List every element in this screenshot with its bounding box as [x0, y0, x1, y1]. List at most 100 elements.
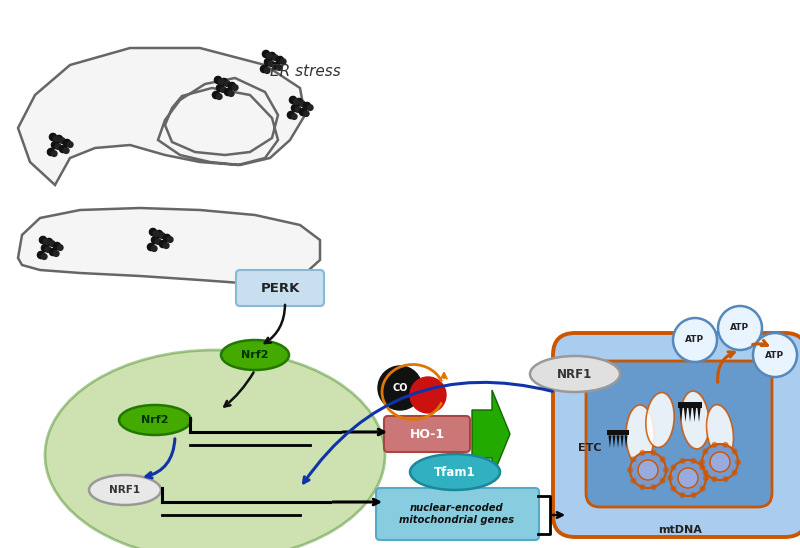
Circle shape: [678, 468, 698, 488]
Circle shape: [295, 107, 301, 112]
Circle shape: [703, 475, 709, 481]
Circle shape: [224, 88, 232, 95]
Circle shape: [307, 105, 313, 110]
Ellipse shape: [119, 405, 191, 435]
Text: ATP: ATP: [686, 335, 705, 345]
Circle shape: [630, 456, 637, 463]
Circle shape: [216, 94, 222, 99]
Circle shape: [650, 450, 657, 456]
Circle shape: [699, 459, 705, 465]
Text: CO: CO: [392, 383, 408, 393]
Text: nuclear-encoded
mitochondrial genes: nuclear-encoded mitochondrial genes: [399, 503, 514, 525]
Circle shape: [735, 459, 741, 465]
Circle shape: [731, 448, 738, 454]
Circle shape: [39, 236, 46, 244]
Ellipse shape: [45, 350, 385, 548]
Circle shape: [63, 139, 70, 147]
Circle shape: [299, 109, 306, 116]
FancyBboxPatch shape: [384, 416, 470, 452]
Circle shape: [299, 101, 305, 106]
Circle shape: [55, 144, 61, 150]
Ellipse shape: [89, 475, 161, 505]
Polygon shape: [18, 48, 305, 185]
Circle shape: [229, 91, 234, 96]
Circle shape: [150, 229, 157, 236]
Circle shape: [163, 243, 169, 248]
Circle shape: [295, 99, 302, 106]
Circle shape: [638, 460, 658, 480]
Circle shape: [690, 492, 697, 498]
FancyBboxPatch shape: [553, 333, 800, 537]
Circle shape: [711, 476, 718, 482]
Circle shape: [232, 85, 238, 90]
Circle shape: [159, 241, 166, 248]
Text: Nrf2: Nrf2: [242, 350, 269, 360]
Circle shape: [42, 254, 47, 259]
Circle shape: [229, 82, 236, 90]
Circle shape: [699, 464, 706, 470]
Circle shape: [67, 142, 73, 147]
Circle shape: [639, 484, 646, 490]
Ellipse shape: [626, 405, 654, 465]
Circle shape: [50, 241, 55, 247]
Circle shape: [54, 251, 59, 256]
Circle shape: [702, 444, 738, 480]
Polygon shape: [688, 408, 691, 422]
Circle shape: [410, 377, 446, 413]
Circle shape: [63, 148, 69, 153]
Circle shape: [294, 99, 299, 105]
Circle shape: [155, 230, 162, 238]
Circle shape: [673, 318, 717, 362]
Ellipse shape: [410, 454, 500, 490]
Circle shape: [630, 477, 637, 483]
Circle shape: [667, 475, 673, 481]
Circle shape: [710, 452, 730, 472]
FancyBboxPatch shape: [236, 270, 324, 306]
Circle shape: [163, 235, 170, 242]
Circle shape: [277, 56, 284, 64]
Circle shape: [679, 492, 686, 498]
Circle shape: [224, 81, 230, 87]
Circle shape: [731, 470, 738, 476]
Circle shape: [218, 79, 224, 84]
Circle shape: [167, 237, 173, 242]
Polygon shape: [684, 408, 687, 422]
Circle shape: [291, 114, 297, 119]
Circle shape: [264, 68, 270, 73]
Circle shape: [659, 456, 666, 463]
Circle shape: [679, 458, 686, 464]
Circle shape: [627, 467, 633, 473]
Circle shape: [659, 477, 666, 483]
Ellipse shape: [706, 405, 734, 459]
Text: ER stress: ER stress: [270, 65, 341, 79]
Circle shape: [58, 245, 63, 250]
Polygon shape: [679, 408, 682, 422]
Circle shape: [722, 442, 729, 448]
Circle shape: [663, 467, 669, 473]
Circle shape: [702, 470, 709, 476]
Circle shape: [711, 442, 718, 448]
Circle shape: [272, 55, 278, 60]
Ellipse shape: [646, 392, 674, 447]
Polygon shape: [18, 208, 320, 284]
Circle shape: [151, 246, 157, 252]
Circle shape: [670, 464, 677, 470]
Text: Tfam1: Tfam1: [434, 465, 476, 478]
Polygon shape: [678, 402, 702, 408]
Polygon shape: [693, 408, 696, 422]
Circle shape: [159, 233, 165, 238]
Text: ATP: ATP: [730, 323, 750, 333]
Circle shape: [50, 133, 57, 141]
Polygon shape: [472, 390, 510, 478]
Circle shape: [46, 247, 51, 253]
Polygon shape: [698, 408, 701, 422]
Circle shape: [702, 448, 709, 454]
Ellipse shape: [681, 391, 709, 449]
Polygon shape: [609, 436, 611, 448]
Circle shape: [670, 460, 706, 496]
Circle shape: [303, 102, 310, 110]
Circle shape: [264, 59, 272, 66]
Polygon shape: [617, 436, 619, 448]
Circle shape: [699, 486, 706, 492]
Circle shape: [51, 151, 57, 156]
